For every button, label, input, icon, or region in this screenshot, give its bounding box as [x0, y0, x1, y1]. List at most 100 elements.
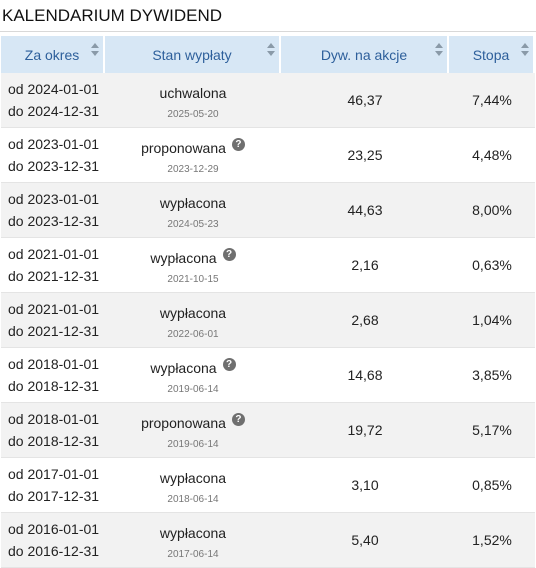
table-row: od 2017-01-01 do 2017-12-31 wypłacona 2018-… [1, 458, 535, 513]
rate-cell: 3,85% [472, 367, 512, 383]
status-date: 2019-06-14 [167, 439, 219, 450]
status-label: proponowana [141, 140, 226, 156]
period-cell: od 2016-01-01 do 2016-12-31 [1, 513, 105, 567]
dividend-cell: 19,72 [347, 422, 383, 438]
dividend-cell: 46,37 [347, 92, 383, 108]
status-date: 2021-10-15 [167, 274, 219, 285]
table-row: od 2018-01-01 do 2018-12-31 wypłacona? 2019… [1, 348, 535, 403]
page-title: KALENDARIUM DYWIDEND [0, 0, 536, 32]
period-from: od 2023-01-01 [8, 136, 100, 152]
table-row: od 2023-01-01 do 2023-12-31 wypłacona 2024-… [1, 183, 535, 238]
rate-cell: 1,52% [472, 532, 512, 548]
table-header: Za okres Stan wypłaty Dyw. na akcje Stop… [1, 36, 535, 73]
period-cell: od 2018-01-01 do 2018-12-31 [1, 403, 105, 457]
column-header-status[interactable]: Stan wypłaty [105, 36, 281, 73]
dividend-cell: 2,68 [351, 312, 379, 328]
sort-icon[interactable] [91, 43, 99, 63]
status-label: proponowana [141, 415, 226, 431]
status-label: uchwalona [159, 85, 227, 101]
rate-cell: 8,00% [472, 202, 512, 218]
column-header-label: Stopa [472, 46, 510, 63]
table-row: od 2023-01-01 do 2023-12-31 proponowana? 20… [1, 128, 535, 183]
column-header-rate[interactable]: Stopa [449, 36, 535, 73]
rate-cell: 0,63% [472, 257, 512, 273]
period-to: do 2018-12-31 [8, 378, 100, 394]
dividend-table: Za okres Stan wypłaty Dyw. na akcje Stop… [1, 36, 535, 568]
status-date: 2024-05-23 [167, 219, 219, 230]
status-label: wypłacona [159, 195, 227, 211]
period-from: od 2024-01-01 [8, 81, 100, 97]
period-to: do 2023-12-31 [8, 213, 100, 229]
period-to: do 2021-12-31 [8, 323, 100, 339]
period-cell: od 2023-01-01 do 2023-12-31 [1, 128, 105, 182]
period-to: do 2023-12-31 [8, 158, 100, 174]
period-from: od 2018-01-01 [8, 411, 100, 427]
help-icon[interactable]: ? [231, 137, 245, 151]
status-label: wypłacona [159, 305, 227, 321]
rate-cell: 7,44% [472, 92, 512, 108]
rate-cell: 4,48% [472, 147, 512, 163]
status-cell: wypłacona 2024-05-23 [105, 183, 281, 237]
status-date: 2019-06-14 [167, 384, 219, 395]
status-date: 2025-05-20 [167, 109, 219, 120]
rate-cell: 0,85% [472, 477, 512, 493]
column-header-dividend[interactable]: Dyw. na akcje [281, 36, 449, 73]
table-row: od 2021-01-01 do 2021-12-31 wypłacona? 2021… [1, 238, 535, 293]
status-label: wypłacona [159, 525, 227, 541]
period-cell: od 2024-01-01 do 2024-12-31 [1, 73, 105, 127]
status-label: wypłacona [150, 250, 217, 266]
period-to: do 2017-12-31 [8, 488, 100, 504]
table-row: od 2021-01-01 do 2021-12-31 wypłacona 2022-… [1, 293, 535, 348]
dividend-cell: 14,68 [347, 367, 383, 383]
period-cell: od 2021-01-01 do 2021-12-31 [1, 293, 105, 347]
period-cell: od 2017-01-01 do 2017-12-31 [1, 458, 105, 512]
period-from: od 2018-01-01 [8, 356, 100, 372]
status-date: 2018-06-14 [167, 494, 219, 505]
period-from: od 2016-01-01 [8, 521, 100, 537]
table-row: od 2024-01-01 do 2024-12-31 uchwalona 2025-… [1, 73, 535, 128]
period-from: od 2017-01-01 [8, 466, 100, 482]
period-from: od 2021-01-01 [8, 246, 100, 262]
status-cell: wypłacona? 2019-06-14 [105, 348, 281, 402]
column-header-label: Stan wypłaty [152, 46, 232, 63]
status-date: 2022-06-01 [167, 329, 219, 340]
help-icon[interactable]: ? [222, 247, 236, 261]
table-row: od 2016-01-01 do 2016-12-31 wypłacona 2017-… [1, 513, 535, 568]
period-to: do 2024-12-31 [8, 103, 100, 119]
column-header-label: Za okres [24, 46, 80, 63]
status-date: 2023-12-29 [167, 164, 219, 175]
status-date: 2017-06-14 [167, 549, 219, 560]
sort-icon[interactable] [267, 43, 275, 63]
rate-cell: 5,17% [472, 422, 512, 438]
period-cell: od 2021-01-01 do 2021-12-31 [1, 238, 105, 292]
sort-icon[interactable] [435, 43, 443, 63]
table-body: od 2024-01-01 do 2024-12-31 uchwalona 2025-… [1, 73, 535, 568]
status-cell: proponowana? 2019-06-14 [105, 403, 281, 457]
sort-icon[interactable] [521, 43, 529, 63]
period-to: do 2016-12-31 [8, 543, 100, 559]
period-cell: od 2018-01-01 do 2018-12-31 [1, 348, 105, 402]
period-from: od 2023-01-01 [8, 191, 100, 207]
status-cell: proponowana? 2023-12-29 [105, 128, 281, 182]
table-row: od 2018-01-01 do 2018-12-31 proponowana? 20… [1, 403, 535, 458]
dividend-cell: 44,63 [347, 202, 383, 218]
help-icon[interactable]: ? [222, 357, 236, 371]
status-label: wypłacona [159, 470, 227, 486]
period-cell: od 2023-01-01 do 2023-12-31 [1, 183, 105, 237]
help-icon[interactable]: ? [231, 412, 245, 426]
status-cell: wypłacona? 2021-10-15 [105, 238, 281, 292]
column-header-label: Dyw. na akcje [320, 46, 408, 63]
status-cell: wypłacona 2018-06-14 [105, 458, 281, 512]
dividend-cell: 5,40 [351, 532, 379, 548]
status-cell: uchwalona 2025-05-20 [105, 73, 281, 127]
dividend-cell: 23,25 [347, 147, 383, 163]
period-from: od 2021-01-01 [8, 301, 100, 317]
period-to: do 2018-12-31 [8, 433, 100, 449]
status-label: wypłacona [150, 360, 217, 376]
column-header-period[interactable]: Za okres [1, 36, 105, 73]
dividend-cell: 2,16 [351, 257, 379, 273]
period-to: do 2021-12-31 [8, 268, 100, 284]
rate-cell: 1,04% [472, 312, 512, 328]
dividend-cell: 3,10 [351, 477, 379, 493]
status-cell: wypłacona 2017-06-14 [105, 513, 281, 567]
